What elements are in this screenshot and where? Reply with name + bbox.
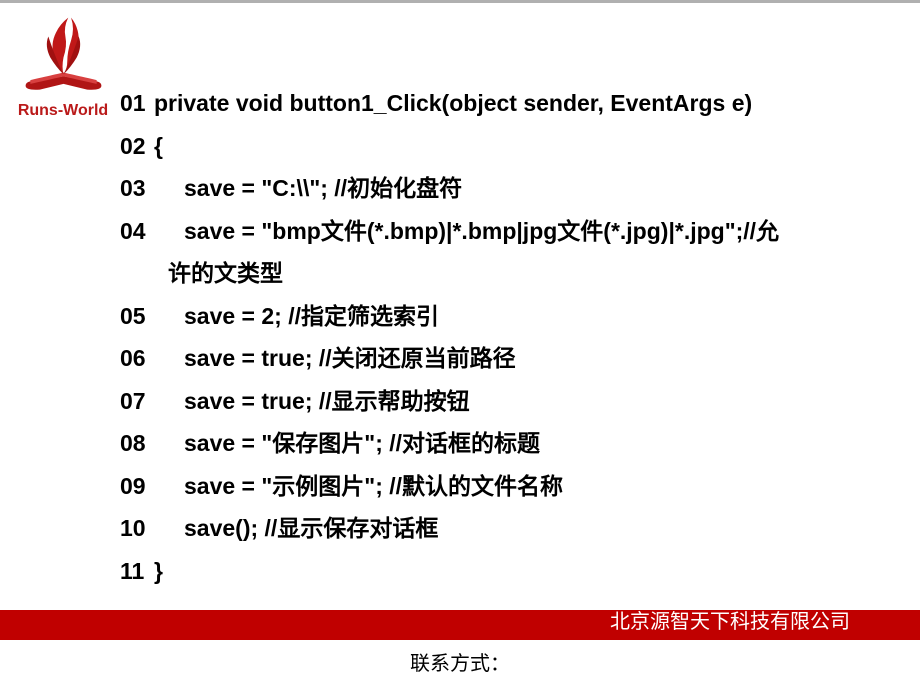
code-line: 11} (120, 550, 905, 593)
logo-text: Runs-World (18, 102, 108, 120)
flame-book-icon (16, 10, 111, 100)
code-line: 02{ (120, 125, 905, 168)
logo: Runs-World (8, 10, 118, 130)
top-divider (0, 0, 920, 3)
code-line: 05save = 2; //指定筛选索引 (120, 295, 905, 338)
code-block: 01private void button1_Click(object send… (120, 82, 905, 593)
code-line: 01private void button1_Click(object send… (120, 82, 905, 125)
footer-contact: 联系方式： (0, 647, 920, 676)
code-line: 10save(); //显示保存对话框 (120, 507, 905, 550)
code-line: 07save = true; //显示帮助按钮 (120, 380, 905, 423)
footer-company: 北京源智天下科技有限公司 (610, 605, 850, 634)
code-line: 03save = "C:\\"; //初始化盘符 (120, 167, 905, 210)
code-line-wrap: 许的文类型 (120, 252, 905, 295)
code-line: 06save = true; //关闭还原当前路径 (120, 337, 905, 380)
code-line: 04save = "bmp文件(*.bmp)|*.bmp|jpg文件(*.jpg… (120, 210, 905, 253)
code-line: 09save = "示例图片"; //默认的文件名称 (120, 465, 905, 508)
code-line: 08save = "保存图片"; //对话框的标题 (120, 422, 905, 465)
